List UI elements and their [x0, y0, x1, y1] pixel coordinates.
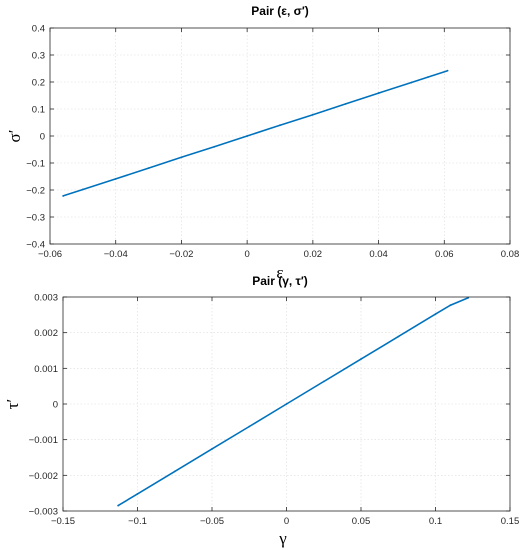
y-tick-label: 0.002	[34, 328, 58, 339]
y-axis-label: τ′	[3, 399, 22, 410]
x-tick-label: −0.04	[104, 249, 128, 260]
data-point	[246, 135, 249, 137]
data-point	[410, 81, 413, 84]
x-tick-label: −0.02	[169, 249, 193, 260]
y-tick-label: 0.1	[32, 105, 45, 116]
y-tick-label: 0.2	[32, 78, 45, 89]
y-tick-label: −0.003	[29, 507, 58, 518]
data-point	[180, 156, 183, 159]
data-point	[426, 76, 429, 79]
data-point	[446, 69, 449, 72]
panel-eps-sigma: Pair (ε, σ′) −0.06 −0.04 −0.02 0 0.02 0.04 0.0…	[5, 4, 519, 282]
x-tick-label: 0.06	[435, 249, 454, 260]
y-tick-label: −0.3	[26, 213, 45, 224]
data-point	[136, 492, 139, 495]
x-tick-label: 0	[244, 249, 249, 260]
y-tick-label: 0.3	[32, 51, 45, 62]
y-tick-label: 0	[53, 400, 58, 411]
data-point	[147, 167, 150, 170]
x-tick-label: −0.1	[128, 516, 147, 527]
grid	[50, 28, 510, 244]
x-tick-label: 0.04	[369, 249, 388, 260]
data-point	[322, 380, 325, 383]
x-axis-label: ε	[276, 263, 283, 282]
chart-title: Pair (ε, σ′)	[251, 4, 308, 18]
data-point	[377, 92, 380, 94]
y-tick-labels: −0.003 −0.002 −0.001 0 0.001 0.002 0.003	[29, 293, 510, 518]
data-point	[397, 335, 400, 338]
x-tick-label: 0.15	[501, 516, 520, 527]
data-series	[117, 296, 470, 507]
data-point	[279, 124, 281, 127]
data-point	[117, 504, 120, 507]
y-tick-label: 0.003	[34, 293, 58, 304]
axes-box	[49, 27, 511, 245]
y-tick-label: −0.002	[29, 471, 58, 482]
data-point	[81, 188, 84, 191]
x-tick-label: 0.08	[501, 249, 520, 260]
data-point	[285, 403, 288, 405]
y-tick-label: 0.001	[34, 364, 58, 375]
y-axis-label: σ′	[5, 130, 24, 143]
series-line	[117, 296, 469, 507]
x-tick-label: 0.05	[352, 516, 371, 527]
x-tick-label: 0.1	[429, 516, 442, 527]
data-point	[213, 145, 216, 148]
data-point	[211, 448, 213, 450]
data-point	[114, 178, 117, 180]
x-tick-label: 0	[284, 516, 289, 527]
data-point	[360, 358, 362, 360]
x-tick-labels: −0.06 −0.04 −0.02 0 0.02 0.04 0.06 0.08	[38, 28, 519, 260]
data-point	[248, 425, 251, 428]
data-series	[62, 69, 449, 197]
x-tick-label: 0.02	[304, 249, 323, 260]
y-tick-label: −0.001	[29, 435, 58, 446]
panel-gamma-tau: Pair (γ, τ′) −0.15 −0.1 −0.05 0 0.05 0.1 0.15 …	[3, 274, 519, 548]
x-axis-label: γ	[278, 529, 287, 548]
data-point	[62, 195, 65, 197]
y-tick-labels: −0.4 −0.3 −0.2 −0.1 0 0.1 0.2 0.3 0.4	[26, 24, 510, 251]
y-tick-label: −0.1	[26, 159, 45, 170]
x-tick-label: −0.05	[200, 516, 224, 527]
series-line	[62, 69, 448, 197]
x-tick-label: −0.06	[38, 249, 62, 260]
data-point	[344, 102, 347, 105]
chart-title: Pair (γ, τ′)	[252, 274, 308, 288]
y-tick-label: 0	[40, 132, 45, 143]
x-tick-labels: −0.15 −0.1 −0.05 0 0.05 0.1 0.15	[51, 297, 519, 527]
data-point	[311, 113, 314, 116]
data-point	[449, 304, 452, 307]
y-tick-label: 0.4	[32, 24, 45, 35]
y-tick-label: −0.2	[26, 186, 45, 197]
grid	[63, 297, 510, 511]
data-point	[173, 470, 176, 473]
y-tick-label: −0.4	[26, 240, 45, 251]
data-point	[434, 313, 437, 316]
x-tick-label: −0.15	[51, 516, 75, 527]
